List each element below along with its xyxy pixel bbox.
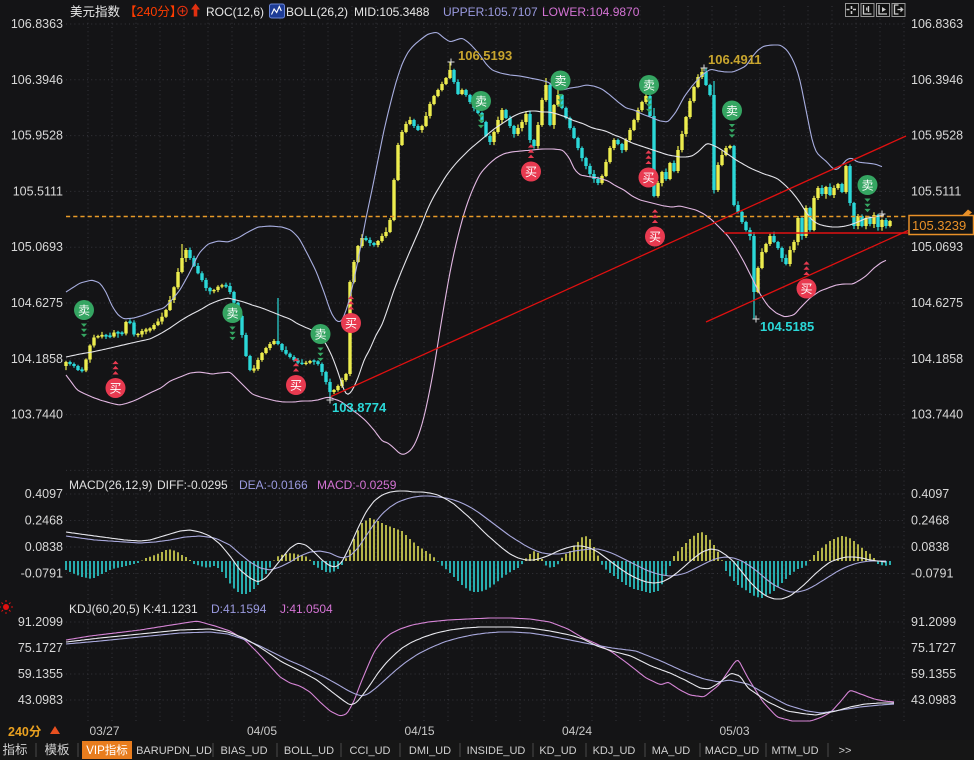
svg-text:【240分】: 【240分】: [124, 5, 182, 19]
svg-text:105.9528: 105.9528: [11, 129, 63, 143]
svg-text:75.1727: 75.1727: [18, 641, 63, 655]
svg-text:指标: 指标: [2, 742, 27, 757]
svg-text:CCI_UD: CCI_UD: [350, 745, 391, 757]
svg-text:KDJ(60,20,5): KDJ(60,20,5): [69, 602, 140, 616]
svg-text:105.0693: 105.0693: [11, 240, 63, 254]
svg-text:MTM_UD: MTM_UD: [771, 745, 818, 757]
svg-text:美元指数: 美元指数: [70, 4, 121, 19]
svg-text:104.6275: 104.6275: [911, 296, 963, 310]
svg-text:59.1355: 59.1355: [18, 667, 63, 681]
svg-text:0.4097: 0.4097: [25, 487, 63, 501]
svg-text:91.2099: 91.2099: [911, 615, 956, 629]
svg-text:LOWER:104.9870: LOWER:104.9870: [542, 5, 640, 19]
svg-text:卖: 卖: [643, 79, 655, 93]
svg-text:卖: 卖: [554, 74, 566, 88]
svg-text:105.5111: 105.5111: [13, 184, 63, 198]
svg-text:MACD(26,12,9): MACD(26,12,9): [69, 478, 152, 492]
svg-text:BARUPDN_UD: BARUPDN_UD: [136, 745, 212, 757]
svg-text:0.0838: 0.0838: [25, 540, 63, 554]
svg-text:买: 买: [649, 230, 661, 244]
svg-text:>>: >>: [839, 745, 852, 757]
svg-text:J:41.0504: J:41.0504: [280, 602, 333, 616]
svg-text:104.1858: 104.1858: [911, 352, 963, 366]
svg-text:0.2468: 0.2468: [911, 514, 949, 528]
svg-text:买: 买: [345, 317, 357, 331]
svg-text:卖: 卖: [78, 304, 90, 318]
svg-text:卖: 卖: [726, 104, 738, 118]
svg-text:买: 买: [109, 382, 121, 396]
svg-text:106.3946: 106.3946: [11, 73, 63, 87]
svg-text:MA_UD: MA_UD: [652, 745, 691, 757]
svg-text:卖: 卖: [314, 328, 326, 342]
svg-text:卖: 卖: [861, 179, 873, 193]
svg-text:模板: 模板: [44, 743, 70, 757]
svg-text:卖: 卖: [475, 95, 487, 109]
svg-text:卖: 卖: [226, 307, 238, 321]
svg-text:买: 买: [290, 379, 302, 393]
svg-text:BOLL(26,2): BOLL(26,2): [286, 5, 348, 19]
svg-text:105.3239: 105.3239: [912, 218, 966, 233]
svg-text:BIAS_UD: BIAS_UD: [220, 745, 267, 757]
svg-text:买: 买: [642, 171, 654, 185]
svg-text:106.4911: 106.4911: [708, 52, 762, 67]
svg-text:105.0693: 105.0693: [911, 240, 963, 254]
svg-text:43.0983: 43.0983: [911, 693, 956, 707]
svg-text:105.9528: 105.9528: [911, 129, 963, 143]
svg-text:DEA:-0.0166: DEA:-0.0166: [239, 478, 308, 492]
svg-text:03/27: 03/27: [89, 724, 119, 738]
svg-text:43.0983: 43.0983: [18, 693, 63, 707]
svg-text:104.1858: 104.1858: [11, 352, 63, 366]
svg-text:106.8363: 106.8363: [911, 17, 963, 31]
svg-text:105.5111: 105.5111: [911, 184, 961, 198]
svg-text:106.3946: 106.3946: [911, 73, 963, 87]
svg-text:INSIDE_UD: INSIDE_UD: [467, 745, 526, 757]
svg-text:K:41.1231: K:41.1231: [143, 602, 198, 616]
svg-text:D:41.1594: D:41.1594: [211, 602, 267, 616]
svg-text:-0.0791: -0.0791: [911, 567, 953, 581]
svg-text:0.4097: 0.4097: [911, 487, 949, 501]
svg-text:103.7440: 103.7440: [911, 408, 963, 422]
svg-text:-0.0791: -0.0791: [21, 567, 63, 581]
svg-text:BOLL_UD: BOLL_UD: [284, 745, 334, 757]
svg-text:0.0838: 0.0838: [911, 540, 949, 554]
svg-text:106.8363: 106.8363: [11, 17, 63, 31]
svg-text:04/05: 04/05: [247, 724, 277, 738]
svg-text:240分: 240分: [8, 725, 42, 739]
svg-text:75.1727: 75.1727: [911, 641, 956, 655]
svg-text:MACD_UD: MACD_UD: [705, 745, 759, 757]
svg-text:59.1355: 59.1355: [911, 667, 956, 681]
svg-text:KDJ_UD: KDJ_UD: [593, 745, 636, 757]
svg-text:91.2099: 91.2099: [18, 615, 63, 629]
svg-text:0.2468: 0.2468: [25, 514, 63, 528]
svg-text:103.8774: 103.8774: [332, 400, 387, 415]
svg-text:UPPER:105.7107: UPPER:105.7107: [443, 5, 538, 19]
svg-text:104.5185: 104.5185: [760, 319, 814, 334]
svg-text:05/03: 05/03: [719, 724, 749, 738]
svg-text:VIP指标: VIP指标: [86, 743, 128, 757]
svg-text:04/15: 04/15: [404, 724, 434, 738]
svg-text:04/24: 04/24: [562, 724, 592, 738]
svg-text:MACD:-0.0259: MACD:-0.0259: [317, 478, 397, 492]
svg-text:KD_UD: KD_UD: [539, 745, 576, 757]
svg-text:103.7440: 103.7440: [11, 408, 63, 422]
svg-text:买: 买: [800, 282, 812, 296]
svg-text:DMI_UD: DMI_UD: [409, 745, 451, 757]
svg-text:104.6275: 104.6275: [11, 296, 63, 310]
svg-text:MID:105.3488: MID:105.3488: [354, 5, 430, 19]
svg-text:买: 买: [525, 165, 537, 179]
svg-text:106.5193: 106.5193: [458, 48, 512, 63]
svg-text:DIFF:-0.0295: DIFF:-0.0295: [157, 478, 228, 492]
svg-text:ROC(12,6): ROC(12,6): [206, 5, 264, 19]
